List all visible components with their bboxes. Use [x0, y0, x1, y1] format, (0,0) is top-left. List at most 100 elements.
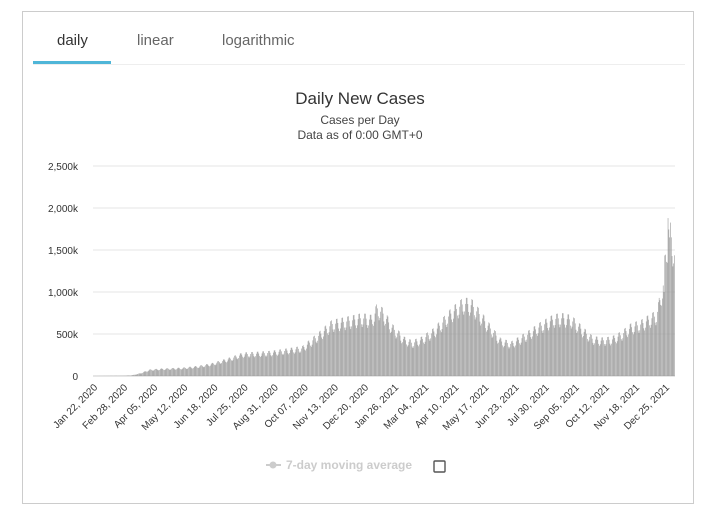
- bar: [172, 368, 173, 376]
- bar: [443, 316, 444, 376]
- tab-daily[interactable]: daily: [57, 32, 88, 49]
- bar: [583, 331, 585, 376]
- bar: [270, 355, 272, 376]
- bar: [521, 338, 523, 376]
- bar: [550, 316, 552, 376]
- bar: [315, 341, 317, 376]
- bar: [222, 359, 224, 376]
- bar: [633, 334, 634, 376]
- bar: [640, 324, 641, 376]
- bar: [160, 368, 162, 376]
- bar: [483, 315, 485, 376]
- bar: [219, 363, 221, 376]
- bar: [524, 340, 526, 376]
- bar: [148, 370, 150, 376]
- bar: [201, 365, 202, 376]
- bar: [206, 364, 207, 376]
- bar: [189, 366, 190, 376]
- bar: [346, 321, 348, 376]
- bar: [244, 354, 246, 376]
- bar: [182, 368, 184, 376]
- legend-label[interactable]: 7-day moving average: [286, 458, 412, 472]
- bar: [542, 332, 544, 376]
- bar: [659, 300, 661, 376]
- bar: [618, 332, 620, 376]
- bar: [604, 345, 606, 376]
- bar: [252, 353, 254, 376]
- bar: [356, 325, 358, 376]
- bar: [155, 368, 156, 376]
- bar: [364, 313, 365, 376]
- bar: [165, 368, 167, 376]
- bar: [571, 326, 573, 376]
- bar: [520, 342, 522, 376]
- bar: [500, 338, 502, 376]
- bar: [202, 366, 204, 376]
- bar: [313, 336, 314, 376]
- bar: [385, 323, 386, 376]
- bar: [515, 345, 516, 376]
- bar: [415, 338, 417, 376]
- bar: [334, 329, 335, 376]
- legend[interactable]: 7-day moving average: [266, 458, 446, 473]
- bar: [561, 318, 562, 376]
- bar: [302, 345, 304, 376]
- tab-linear[interactable]: linear: [137, 32, 174, 49]
- bar: [235, 355, 236, 376]
- bar: [377, 316, 379, 376]
- bar: [437, 323, 439, 376]
- bar: [465, 297, 467, 376]
- bar: [662, 285, 664, 376]
- bar: [179, 368, 180, 376]
- bar: [457, 315, 458, 376]
- bar: [666, 262, 668, 376]
- bar: [127, 375, 129, 376]
- bar: [516, 337, 518, 376]
- bar: [290, 347, 292, 376]
- bar: [196, 366, 197, 376]
- bar: [241, 354, 243, 376]
- bar: [611, 343, 612, 376]
- y-tick-label: 1,500k: [48, 246, 79, 257]
- bar: [436, 334, 437, 376]
- bar: [333, 331, 335, 376]
- bar: [314, 335, 315, 376]
- tab-bar: daily linear logarithmic: [33, 12, 685, 65]
- bar: [436, 328, 438, 376]
- bar: [427, 332, 428, 376]
- bar: [395, 338, 397, 376]
- bar: [369, 314, 371, 376]
- tab-logarithmic[interactable]: logarithmic: [222, 32, 295, 49]
- bar: [169, 369, 171, 376]
- bar: [280, 349, 281, 376]
- bar: [451, 319, 453, 376]
- bar: [233, 357, 235, 376]
- bar: [478, 314, 480, 376]
- bar: [515, 341, 517, 376]
- bar: [670, 222, 671, 376]
- bar: [621, 340, 623, 376]
- bar: [471, 299, 473, 376]
- bar: [402, 342, 403, 376]
- bar: [539, 322, 540, 376]
- bar: [348, 320, 350, 376]
- bar: [175, 369, 176, 376]
- bar: [434, 335, 436, 376]
- bar: [570, 325, 571, 376]
- bar: [608, 339, 610, 376]
- bar: [197, 367, 198, 376]
- bar: [448, 310, 450, 376]
- legend-checkbox[interactable]: [433, 460, 446, 473]
- bar: [220, 363, 222, 376]
- bar: [217, 361, 218, 376]
- bar: [622, 338, 624, 376]
- bar: [599, 345, 600, 376]
- bar: [396, 337, 398, 376]
- bar: [418, 346, 419, 376]
- bar: [398, 330, 399, 376]
- bar: [381, 306, 382, 376]
- bar: [634, 326, 636, 376]
- bar: [502, 345, 503, 376]
- bar: [216, 362, 218, 376]
- bar: [248, 357, 250, 376]
